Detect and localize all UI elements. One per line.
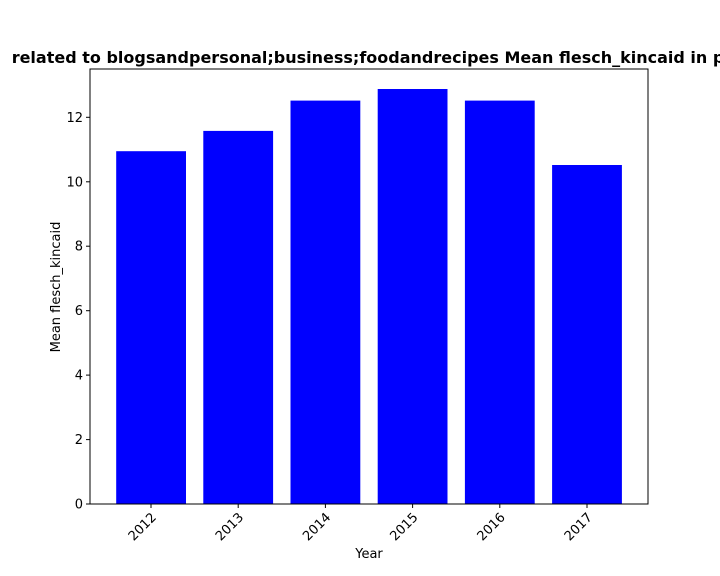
y-tick-label: 0: [75, 498, 83, 513]
x-axis-label: Year: [354, 547, 383, 562]
bar-2014: [290, 100, 361, 504]
x-tick-label: 2013: [213, 510, 247, 544]
bar-2012: [116, 151, 186, 504]
bars-group: [116, 89, 622, 504]
x-tick-label: 2014: [300, 510, 334, 544]
bar-2015: [377, 89, 448, 504]
x-tick-label: 2012: [126, 510, 160, 544]
y-tick-label: 4: [75, 369, 83, 384]
plot-frame: [89, 68, 649, 505]
x-tick-label: 2015: [387, 510, 421, 544]
y-tick-label: 12: [66, 111, 83, 126]
bar-2017: [552, 165, 622, 504]
y-tick-label: 8: [75, 240, 83, 255]
bar-2013: [203, 130, 274, 504]
y-axis-label: Mean flesch_kincaid: [49, 222, 64, 353]
x-axis: 2012 2013 2014 2015 2016 2017: [126, 504, 596, 544]
y-tick-label: 10: [66, 175, 83, 190]
y-axis: 0 2 4 6 8 10 12: [66, 111, 90, 513]
y-tick-label: 2: [75, 433, 83, 448]
x-tick-label: 2016: [475, 510, 509, 544]
y-tick-label: 6: [75, 304, 83, 319]
chart-title: related to blogsandpersonal;business;foo…: [12, 48, 720, 67]
bar-2016: [464, 100, 535, 504]
x-tick-label: 2017: [562, 510, 596, 544]
